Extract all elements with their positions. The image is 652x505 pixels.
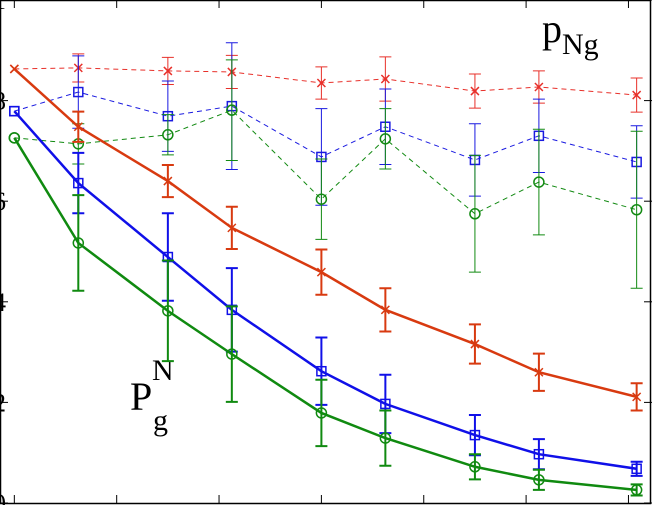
series-line <box>13 67 637 399</box>
marker <box>72 237 85 249</box>
y-tick-label: 0 <box>0 489 6 505</box>
error-bar <box>225 59 238 161</box>
marker <box>379 133 392 145</box>
marker <box>162 129 174 141</box>
marker <box>534 82 544 92</box>
marker <box>9 105 20 117</box>
marker <box>533 448 545 460</box>
error-bar <box>532 468 545 491</box>
marker <box>380 74 390 84</box>
marker <box>379 432 392 444</box>
error-bar <box>315 158 328 240</box>
marker <box>630 204 643 216</box>
error-bar <box>379 409 392 467</box>
error-bar <box>468 453 481 481</box>
marker <box>631 463 642 475</box>
marker <box>162 305 174 317</box>
marker <box>632 392 642 402</box>
error-bar <box>161 259 174 363</box>
y-tick-label: .8 <box>0 87 6 116</box>
marker <box>470 86 480 96</box>
marker <box>226 348 238 360</box>
error-bar <box>72 194 85 292</box>
series-line <box>14 67 637 96</box>
marker <box>9 64 19 74</box>
marker <box>380 305 390 315</box>
marker <box>380 398 391 410</box>
marker <box>316 267 326 277</box>
marker <box>469 461 481 473</box>
annotation: pNg <box>542 6 599 61</box>
marker <box>534 367 544 377</box>
series-line <box>14 109 637 215</box>
marker <box>315 407 328 419</box>
error-bar <box>468 154 481 273</box>
error-bar <box>532 128 545 236</box>
marker <box>226 104 238 116</box>
marker <box>630 484 643 496</box>
series-line <box>14 91 637 163</box>
error-bar <box>161 114 174 156</box>
error-bar <box>315 378 328 448</box>
error-bar <box>225 305 238 403</box>
annotation: PgN <box>130 354 174 437</box>
marker <box>316 365 327 377</box>
marker <box>469 208 481 220</box>
y-tick-label: .6 <box>0 187 6 216</box>
error-bar <box>630 130 643 289</box>
error-bar <box>379 108 392 170</box>
marker <box>533 176 545 188</box>
marker <box>632 90 642 100</box>
marker <box>163 66 173 76</box>
marker <box>73 122 83 132</box>
marker <box>533 474 545 486</box>
marker <box>470 339 480 349</box>
marker <box>469 429 481 441</box>
marker <box>163 176 173 186</box>
marker <box>315 193 328 205</box>
marker <box>227 223 237 233</box>
y-tick-label: 1 <box>0 0 6 15</box>
marker <box>8 132 21 144</box>
series-line <box>13 137 637 492</box>
y-tick-label: .4 <box>0 288 6 317</box>
marker <box>316 78 326 88</box>
y-tick-label: .2 <box>0 388 6 417</box>
marker <box>73 177 84 189</box>
marker <box>73 86 84 98</box>
